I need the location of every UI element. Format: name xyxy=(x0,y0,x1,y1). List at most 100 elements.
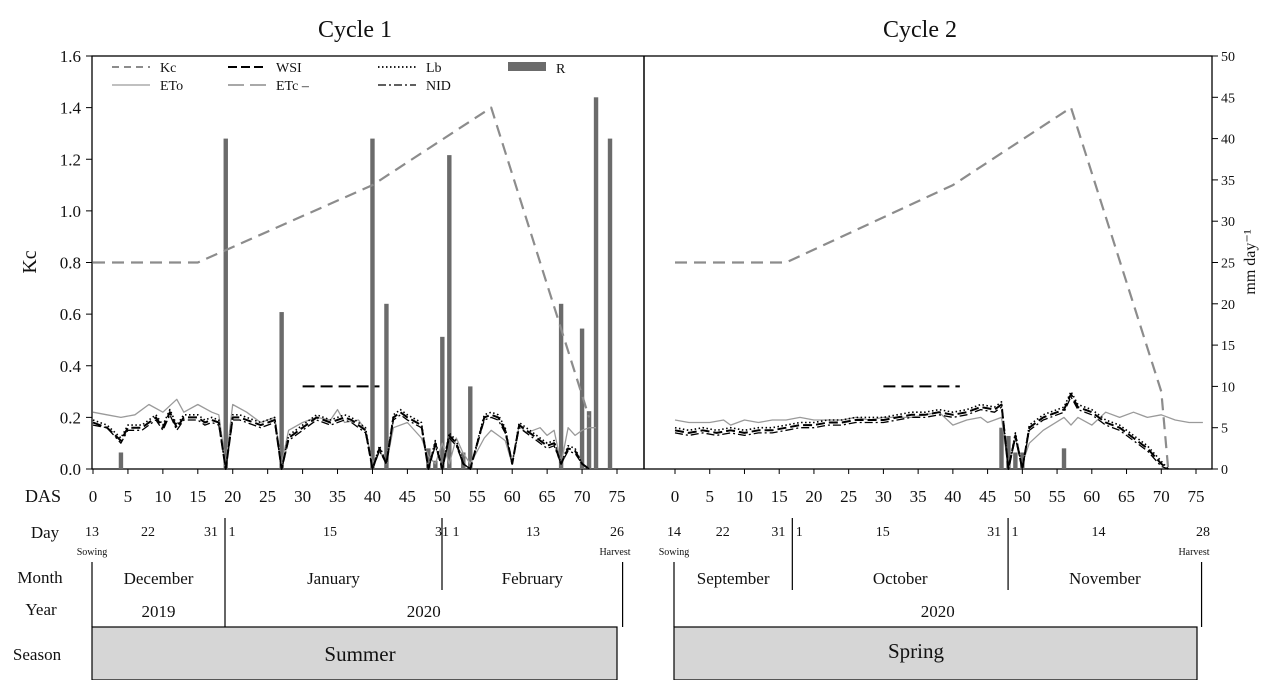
x-tick-label: 20 xyxy=(224,487,241,506)
rain-bar xyxy=(223,138,228,469)
x-tick-label: 40 xyxy=(364,487,381,506)
legend-label: Lb xyxy=(426,61,442,76)
x-tick-label: 65 xyxy=(539,487,556,506)
day-label: 15 xyxy=(876,525,890,540)
series-lines xyxy=(92,106,1203,470)
x-tick-label: 15 xyxy=(771,487,788,506)
year-label: 2020 xyxy=(407,602,441,621)
month-label: November xyxy=(1069,569,1141,588)
rain-bar xyxy=(593,97,599,470)
axes: 0 5 10 15 20 25 30 35 40 45 50 55 60 65 70 75 0 5 10 15 20 25… xyxy=(60,47,1235,506)
x-tick-label: 25 xyxy=(259,487,276,506)
day-label: 13 xyxy=(85,525,99,540)
y-left-tick-label: 0.2 xyxy=(60,408,81,427)
month-label: October xyxy=(873,569,928,588)
x-tick-label: 75 xyxy=(609,487,626,506)
series-wsi-line xyxy=(674,393,1169,470)
day-label: 31 xyxy=(771,525,785,540)
x-tick-label: 35 xyxy=(910,487,927,506)
rain-bar xyxy=(440,336,445,469)
series-nid-line xyxy=(674,396,1169,470)
season-box-summer xyxy=(91,626,618,680)
rain-bar xyxy=(999,427,1004,469)
day-label: 22 xyxy=(141,525,155,540)
rain-bar xyxy=(433,460,438,469)
day-label: 31 xyxy=(204,525,218,540)
legend: Kc ETo WSI ETc – Lb NID R xyxy=(112,61,566,94)
rain-bar xyxy=(468,386,473,469)
rain-bar xyxy=(1061,448,1067,469)
series-nid-line xyxy=(92,414,590,470)
x-tick-label: 70 xyxy=(1153,487,1170,506)
rain-bar xyxy=(1013,452,1018,469)
x-tick-label: 35 xyxy=(329,487,346,506)
x-tick-label: 25 xyxy=(840,487,857,506)
x-tick-label: 30 xyxy=(875,487,892,506)
series-lb-line xyxy=(92,408,590,470)
y-axis-left-label: Kc xyxy=(19,250,41,273)
y-right-tick-label: 30 xyxy=(1221,215,1235,230)
y-right-tick-label: 40 xyxy=(1221,133,1235,148)
series-lb-line xyxy=(674,390,1169,470)
month-label: January xyxy=(307,569,360,588)
harvest-label: Harvest xyxy=(1178,547,1209,558)
x-tick-label: 70 xyxy=(574,487,591,506)
x-tick-label: 10 xyxy=(154,487,171,506)
legend-label: R xyxy=(556,62,566,77)
row-label-year: Year xyxy=(25,600,57,619)
series-wsi-line xyxy=(92,411,590,470)
x-tick-label: 50 xyxy=(1014,487,1031,506)
legend-label: ETc – xyxy=(276,79,310,94)
sowing-label: Sowing xyxy=(77,547,108,558)
legend-label: NID xyxy=(426,79,451,94)
y-right-tick-label: 35 xyxy=(1221,174,1235,189)
row-label-month: Month xyxy=(17,568,63,587)
rain-bar xyxy=(1020,452,1025,469)
x-tick-label: 55 xyxy=(1049,487,1066,506)
day-label: 28 xyxy=(1196,525,1210,540)
cycle2-title: Cycle 2 xyxy=(883,17,957,43)
legend-label: Kc xyxy=(160,61,176,76)
y-right-tick-label: 20 xyxy=(1221,298,1235,313)
rain-bar xyxy=(1006,435,1011,469)
series-kc-line xyxy=(93,106,591,418)
day-label: 1 xyxy=(1012,525,1019,540)
y-left-tick-label: 0.8 xyxy=(60,254,81,273)
cycle1-title: Cycle 1 xyxy=(318,17,392,43)
plot-frame xyxy=(91,55,1213,470)
day-label: 14 xyxy=(667,525,681,540)
rain-bar xyxy=(586,411,592,469)
row-label-das: DAS xyxy=(25,486,61,506)
y-left-tick-label: 0.4 xyxy=(60,357,82,376)
season-box-spring xyxy=(673,626,1198,680)
season-label-summer: Summer xyxy=(324,642,395,666)
y-left-tick-label: 1.2 xyxy=(60,150,81,169)
x-tick-label: 75 xyxy=(1188,487,1205,506)
y-left-tick-label: 0.6 xyxy=(60,305,81,324)
month-label: December xyxy=(124,569,194,588)
y-axis-right-label: mm day⁻¹ xyxy=(1242,229,1259,294)
row-label-season: Season xyxy=(13,645,62,664)
y-left-tick-label: 1.6 xyxy=(60,47,81,66)
year-label: 2020 xyxy=(921,602,955,621)
rain-bar xyxy=(279,312,284,469)
rain-bar xyxy=(118,452,124,469)
legend-swatch xyxy=(508,62,546,71)
legend-label: ETo xyxy=(160,79,183,94)
y-left-tick-label: 0.0 xyxy=(60,460,81,479)
legend-label: WSI xyxy=(276,61,302,76)
rain-bar xyxy=(558,303,564,469)
rain-bar xyxy=(384,303,389,469)
harvest-label: Harvest xyxy=(599,547,630,558)
x-tick-label: 60 xyxy=(504,487,521,506)
day-label: 13 xyxy=(526,525,540,540)
x-tick-label: 15 xyxy=(189,487,206,506)
x-tick-label: 30 xyxy=(294,487,311,506)
season-label-spring: Spring xyxy=(888,639,945,663)
x-tick-label: 55 xyxy=(469,487,486,506)
row-label-day: Day xyxy=(31,523,60,542)
series-eto-line xyxy=(92,398,596,465)
x-tick-label: 50 xyxy=(434,487,451,506)
rain-bar xyxy=(607,138,613,469)
